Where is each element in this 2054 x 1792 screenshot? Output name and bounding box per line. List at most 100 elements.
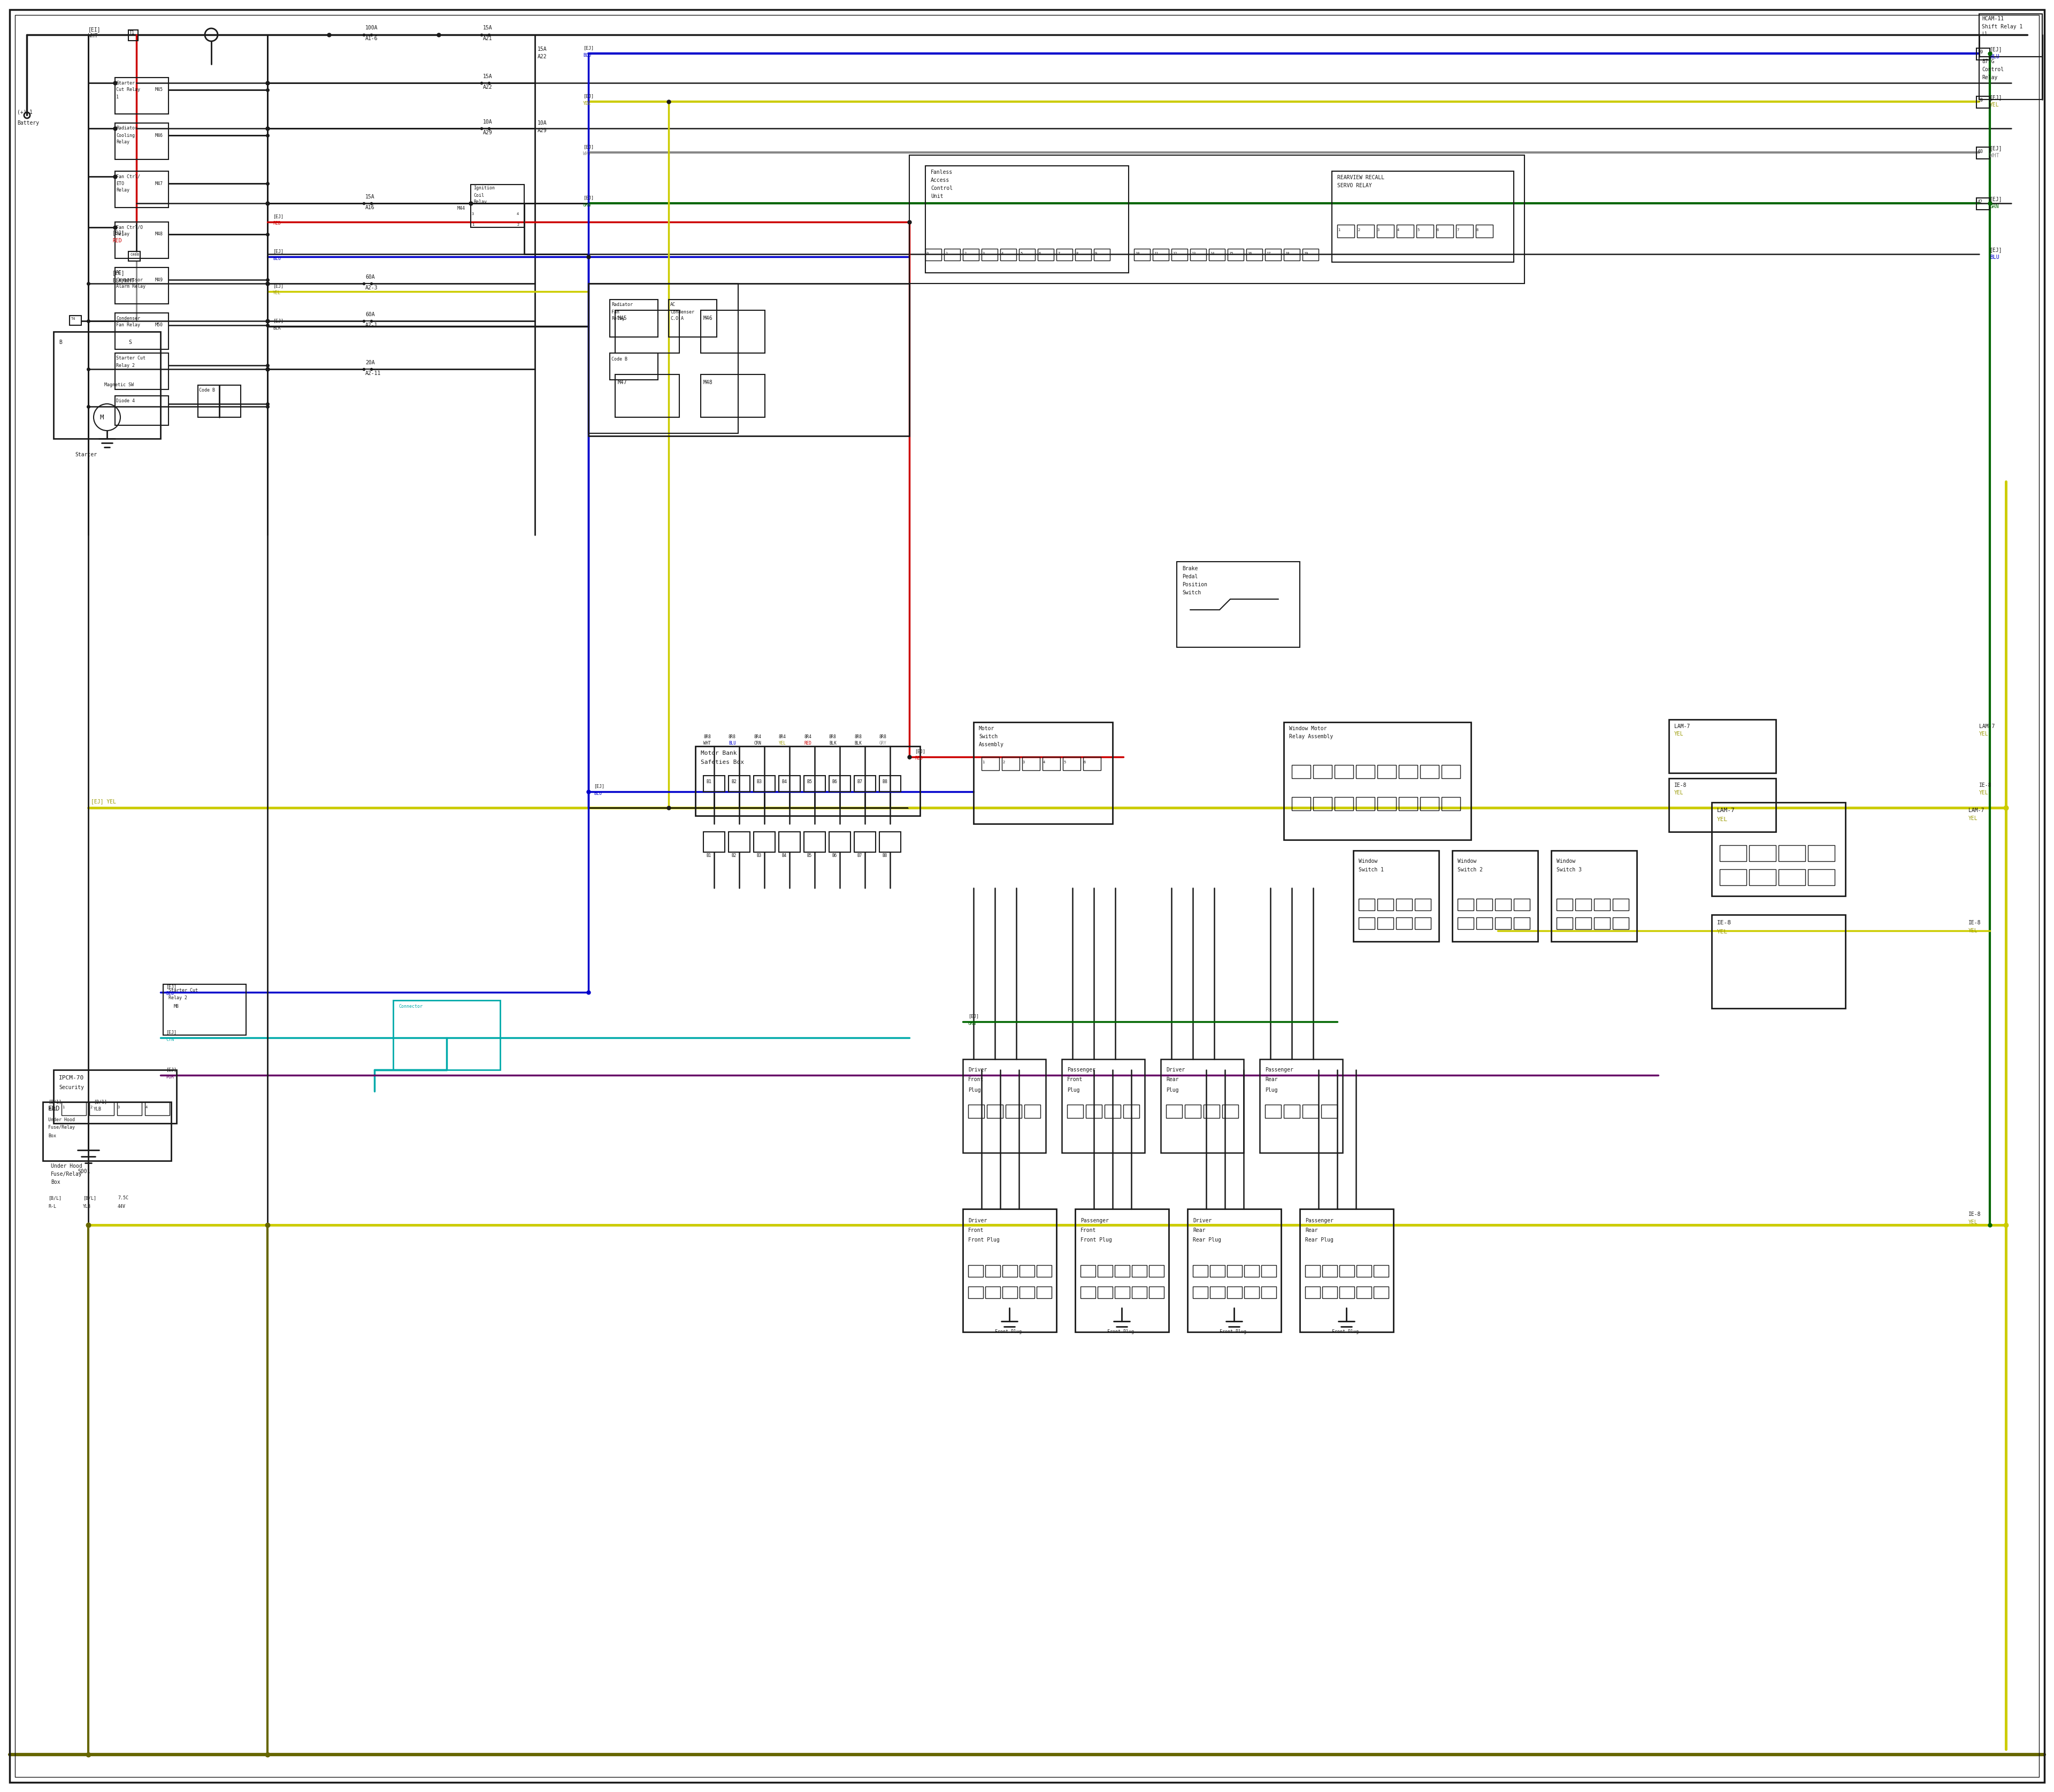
Text: A22: A22 xyxy=(483,84,493,90)
Bar xyxy=(1025,1104,1041,1118)
Text: Relay: Relay xyxy=(472,199,487,204)
Text: Relay: Relay xyxy=(117,188,129,194)
Bar xyxy=(1397,224,1413,238)
Bar xyxy=(1132,1265,1146,1278)
Bar xyxy=(1976,97,1990,108)
Text: [EJ]: [EJ] xyxy=(166,1068,177,1072)
Bar xyxy=(1495,898,1512,910)
Text: Box: Box xyxy=(47,1133,55,1138)
Bar xyxy=(1378,898,1393,910)
Text: RED: RED xyxy=(914,756,922,762)
Text: 10A: 10A xyxy=(538,120,546,125)
Text: B7: B7 xyxy=(857,780,863,785)
Bar xyxy=(1779,846,1805,862)
Bar xyxy=(115,172,168,208)
Text: Switch 1: Switch 1 xyxy=(1358,867,1384,873)
Text: Relay 2: Relay 2 xyxy=(168,996,187,1000)
Bar xyxy=(1105,1104,1121,1118)
Bar xyxy=(1284,249,1300,260)
Bar xyxy=(1259,1059,1343,1152)
Text: 2: 2 xyxy=(90,1106,92,1109)
Bar xyxy=(1265,1104,1282,1118)
Text: B3: B3 xyxy=(756,780,762,785)
Text: Driver: Driver xyxy=(967,1068,988,1073)
Bar xyxy=(1210,1265,1224,1278)
Text: Shift Relay 1: Shift Relay 1 xyxy=(1982,23,2023,29)
Text: 5: 5 xyxy=(1064,760,1066,763)
Bar xyxy=(1304,1287,1321,1297)
Text: Driver: Driver xyxy=(1193,1219,1212,1224)
Text: L1: L1 xyxy=(1982,32,1986,36)
Text: 4: 4 xyxy=(1397,228,1399,231)
Text: Pedal: Pedal xyxy=(1183,573,1197,579)
Text: [EJ]: [EJ] xyxy=(583,47,594,50)
Text: 17: 17 xyxy=(1265,253,1271,254)
Bar xyxy=(854,831,875,853)
Bar xyxy=(1397,898,1413,910)
Bar xyxy=(967,1287,984,1297)
Bar xyxy=(1976,48,1990,59)
Bar xyxy=(1204,1104,1220,1118)
Text: [EI]: [EI] xyxy=(88,27,101,32)
Bar xyxy=(1711,914,1844,1009)
Bar xyxy=(1575,918,1592,930)
Bar xyxy=(614,310,680,353)
Bar xyxy=(162,984,246,1036)
Bar xyxy=(982,756,998,771)
Text: Switch 2: Switch 2 xyxy=(1458,867,1483,873)
Text: YEL: YEL xyxy=(1717,817,1727,823)
Bar xyxy=(1980,57,2042,100)
Bar xyxy=(146,1102,170,1115)
Bar xyxy=(1261,1287,1276,1297)
Text: 1: 1 xyxy=(62,1106,64,1109)
Bar xyxy=(1245,1265,1259,1278)
Bar xyxy=(1356,797,1374,810)
Text: Code B: Code B xyxy=(199,389,216,392)
Bar xyxy=(1226,1287,1243,1297)
Text: SERVO RELAY: SERVO RELAY xyxy=(1337,183,1372,188)
Bar xyxy=(1668,778,1777,831)
Text: 15A: 15A xyxy=(483,73,493,79)
Text: Access: Access xyxy=(930,177,949,183)
Bar xyxy=(1750,869,1777,885)
Text: YEL: YEL xyxy=(1674,790,1684,796)
Text: RED: RED xyxy=(803,742,811,745)
Bar xyxy=(115,222,168,258)
Text: 1: 1 xyxy=(945,253,947,254)
Text: LAM-7: LAM-7 xyxy=(1980,724,1994,729)
Text: GRN: GRN xyxy=(583,202,592,208)
Bar xyxy=(1976,147,1990,159)
Text: Brake: Brake xyxy=(1183,566,1197,572)
Text: Front: Front xyxy=(1080,1228,1097,1233)
Text: M49: M49 xyxy=(156,278,162,281)
Text: B2: B2 xyxy=(731,780,737,785)
Text: 3: 3 xyxy=(1023,760,1025,763)
Bar xyxy=(1442,765,1460,778)
Text: Starter: Starter xyxy=(117,81,136,86)
Bar xyxy=(1374,1287,1389,1297)
Text: 7.5C: 7.5C xyxy=(117,1195,127,1201)
Bar xyxy=(1247,249,1263,260)
Text: 18: 18 xyxy=(1286,253,1290,254)
Bar xyxy=(1261,1265,1276,1278)
Bar xyxy=(830,776,850,792)
Bar xyxy=(1228,249,1243,260)
Text: R-1: R-1 xyxy=(47,1106,55,1111)
Text: Rear: Rear xyxy=(1193,1228,1206,1233)
Text: Position: Position xyxy=(1183,582,1208,588)
Text: 15A: 15A xyxy=(538,47,546,52)
Text: Coil: Coil xyxy=(472,194,485,197)
Text: Passenger: Passenger xyxy=(1304,1219,1333,1224)
Bar xyxy=(1037,1287,1052,1297)
Text: M48: M48 xyxy=(156,231,162,237)
Bar xyxy=(43,1102,170,1161)
Text: Front: Front xyxy=(967,1228,984,1233)
Bar xyxy=(1080,1265,1095,1278)
Text: 19: 19 xyxy=(1304,253,1308,254)
Text: IE-8: IE-8 xyxy=(1968,1211,1980,1217)
Text: A2-11: A2-11 xyxy=(366,371,382,376)
Text: 2: 2 xyxy=(963,253,965,254)
Text: B5: B5 xyxy=(807,780,811,785)
Bar xyxy=(1002,1287,1017,1297)
Text: M47: M47 xyxy=(618,380,626,385)
